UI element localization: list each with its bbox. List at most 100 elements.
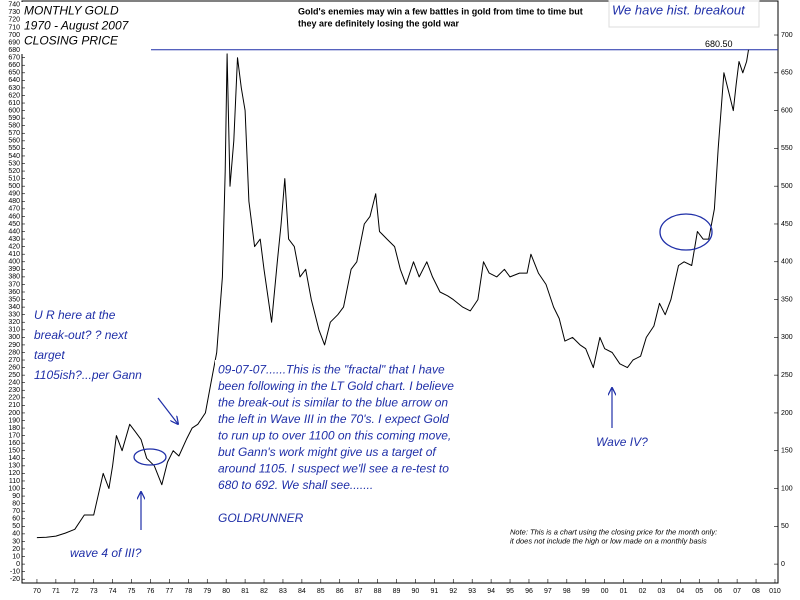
annotation-text: they are definitely losing the gold war	[298, 18, 460, 28]
annotation-text: the break-out is similar to the blue arr…	[218, 395, 448, 409]
y-tick-label: 730	[8, 9, 20, 16]
y-tick-label: 530	[8, 160, 20, 167]
y-tick-label: 420	[8, 243, 20, 250]
x-tick-label: 08	[752, 588, 760, 595]
y-tick-label: 270	[8, 357, 20, 364]
y2-tick-label: 600	[781, 107, 793, 114]
price-line	[36, 49, 749, 539]
y-tick-label: 320	[8, 319, 20, 326]
y-tick-label: 30	[12, 538, 20, 545]
x-tick-label: 80	[222, 588, 230, 595]
y-tick-label: 200	[8, 410, 20, 417]
annotation-text: We have hist. breakout	[612, 2, 746, 17]
y-tick-label: 150	[8, 448, 20, 455]
x-tick-label: 99	[582, 588, 590, 595]
y-tick-label: 40	[12, 531, 20, 538]
y-tick-label: 670	[8, 55, 20, 62]
annotation-text: wave 4 of III?	[70, 546, 142, 560]
x-tick-label: 02	[639, 588, 647, 595]
y-tick-label: 680	[8, 47, 20, 54]
y-tick-label: 470	[8, 206, 20, 213]
annotation-text: GOLDRUNNER	[218, 511, 304, 525]
arrow	[157, 397, 178, 424]
y2-tick-label: 650	[781, 70, 793, 77]
y-tick-label: 550	[8, 145, 20, 152]
y-tick-label: 110	[9, 478, 20, 485]
y-tick-label: -20	[10, 576, 20, 583]
x-tick-label: 98	[563, 588, 571, 595]
y-tick-label: 390	[8, 266, 20, 273]
x-tick-label: 92	[449, 588, 457, 595]
y-tick-label: 210	[8, 402, 20, 409]
x-tick-label: 91	[430, 588, 438, 595]
x-tick-label: 96	[525, 588, 533, 595]
y-tick-label: 710	[8, 24, 20, 31]
x-tick-label: 73	[90, 588, 98, 595]
x-tick-label: 72	[71, 588, 79, 595]
y-tick-label: 650	[8, 70, 20, 77]
y-tick-label: 330	[8, 312, 20, 319]
y-tick-label: 230	[8, 387, 20, 394]
y-tick-label: 370	[8, 281, 20, 288]
y-tick-label: 720	[8, 17, 20, 24]
x-tick-label: 78	[184, 588, 192, 595]
y-tick-label: 520	[8, 168, 20, 175]
y-tick-label: 480	[8, 198, 20, 205]
x-tick-label: 87	[355, 588, 363, 595]
y-tick-label: 380	[8, 274, 20, 281]
annotation-text: 680 to 692. We shall see.......	[218, 478, 373, 492]
annotation-box	[608, 0, 760, 28]
y-tick-label: 20	[12, 546, 20, 553]
y-tick-label: 280	[8, 349, 20, 356]
y2-tick-label: 0	[781, 561, 785, 568]
y-tick-label: 580	[8, 123, 20, 130]
x-tick-label: 86	[336, 588, 344, 595]
circle-annotation	[133, 448, 167, 466]
y-tick-label: 350	[8, 296, 20, 303]
x-tick-label: 03	[658, 588, 666, 595]
x-tick-label: 94	[487, 588, 495, 595]
y-tick-label: 430	[8, 236, 20, 243]
y-tick-label: 410	[8, 251, 20, 258]
y2-tick-label: 50	[781, 523, 789, 530]
x-tick-label: 76	[147, 588, 155, 595]
x-tick-label: 74	[109, 588, 117, 595]
annotation-box	[507, 526, 745, 548]
annotation-text: but Gann's work might give us a target o…	[218, 445, 437, 459]
x-tick-label: 84	[298, 588, 306, 595]
y-tick-label: 690	[8, 39, 20, 46]
circle-annotation	[659, 213, 713, 251]
y-tick-label: 80	[12, 500, 20, 507]
y-tick-label: 360	[8, 289, 20, 296]
x-tick-label: 85	[317, 588, 325, 595]
annotation-text: CLOSING PRICE	[24, 34, 119, 48]
y2-tick-label: 350	[781, 296, 793, 303]
x-tick-label: 05	[695, 588, 703, 595]
x-tick-label: 77	[166, 588, 174, 595]
annotation-text: the left in Wave III in the 70's. I expe…	[218, 412, 449, 426]
annotation-text: around 1105. I suspect we'll see a re-te…	[218, 461, 449, 475]
y-tick-label: 610	[8, 100, 20, 107]
annotation-box	[295, 4, 595, 30]
x-tick-label: 04	[676, 588, 684, 595]
annotation-text: Note: This is a chart using the closing …	[510, 527, 717, 536]
y-tick-label: 10	[12, 553, 20, 560]
y2-tick-label: 100	[781, 485, 793, 492]
y-tick-label: 700	[8, 32, 20, 39]
x-tick-label: 79	[203, 588, 211, 595]
y-tick-label: 630	[8, 85, 20, 92]
y-tick-label: 140	[8, 455, 20, 462]
y-tick-label: 490	[8, 191, 20, 198]
y-tick-label: 460	[8, 213, 20, 220]
x-tick-label: 010	[769, 588, 781, 595]
reference-label: 680.50	[705, 39, 733, 49]
y-tick-label: 590	[8, 115, 20, 122]
y-tick-label: 240	[8, 380, 20, 387]
x-tick-label: 06	[714, 588, 722, 595]
y2-tick-label: 150	[781, 448, 793, 455]
y2-tick-label: 400	[781, 259, 793, 266]
y-tick-label: 60	[12, 516, 20, 523]
x-tick-label: 83	[279, 588, 287, 595]
y-tick-label: 170	[8, 432, 20, 439]
y-tick-label: 160	[8, 440, 20, 447]
